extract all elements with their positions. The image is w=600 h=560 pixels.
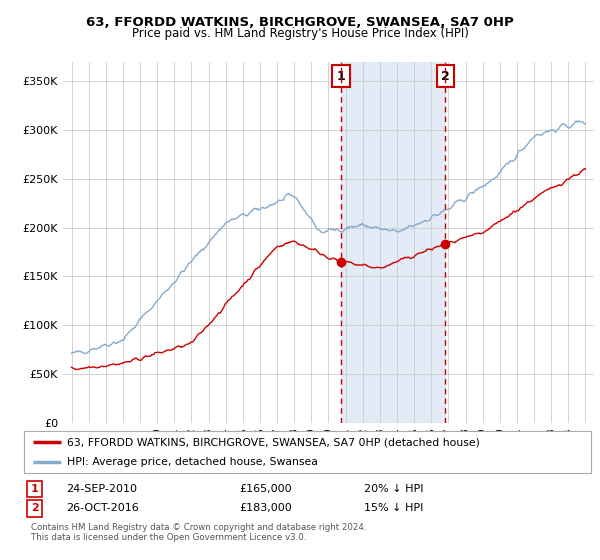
Text: 2: 2	[441, 69, 449, 82]
Text: 24-SEP-2010: 24-SEP-2010	[67, 484, 137, 494]
Text: 1: 1	[337, 69, 346, 82]
Text: 15% ↓ HPI: 15% ↓ HPI	[364, 503, 424, 513]
Text: 26-OCT-2016: 26-OCT-2016	[67, 503, 139, 513]
Text: 20% ↓ HPI: 20% ↓ HPI	[364, 484, 424, 494]
Text: 2: 2	[31, 503, 38, 513]
Text: Price paid vs. HM Land Registry's House Price Index (HPI): Price paid vs. HM Land Registry's House …	[131, 27, 469, 40]
Text: Contains HM Land Registry data © Crown copyright and database right 2024.
This d: Contains HM Land Registry data © Crown c…	[31, 523, 367, 543]
Text: £165,000: £165,000	[239, 484, 292, 494]
Text: HPI: Average price, detached house, Swansea: HPI: Average price, detached house, Swan…	[67, 457, 317, 466]
Text: 63, FFORDD WATKINS, BIRCHGROVE, SWANSEA, SA7 0HP (detached house): 63, FFORDD WATKINS, BIRCHGROVE, SWANSEA,…	[67, 437, 479, 447]
Bar	[341, 62, 445, 423]
Text: 63, FFORDD WATKINS, BIRCHGROVE, SWANSEA, SA7 0HP: 63, FFORDD WATKINS, BIRCHGROVE, SWANSEA,…	[86, 16, 514, 29]
Text: 1: 1	[31, 484, 38, 494]
Text: £183,000: £183,000	[239, 503, 292, 513]
